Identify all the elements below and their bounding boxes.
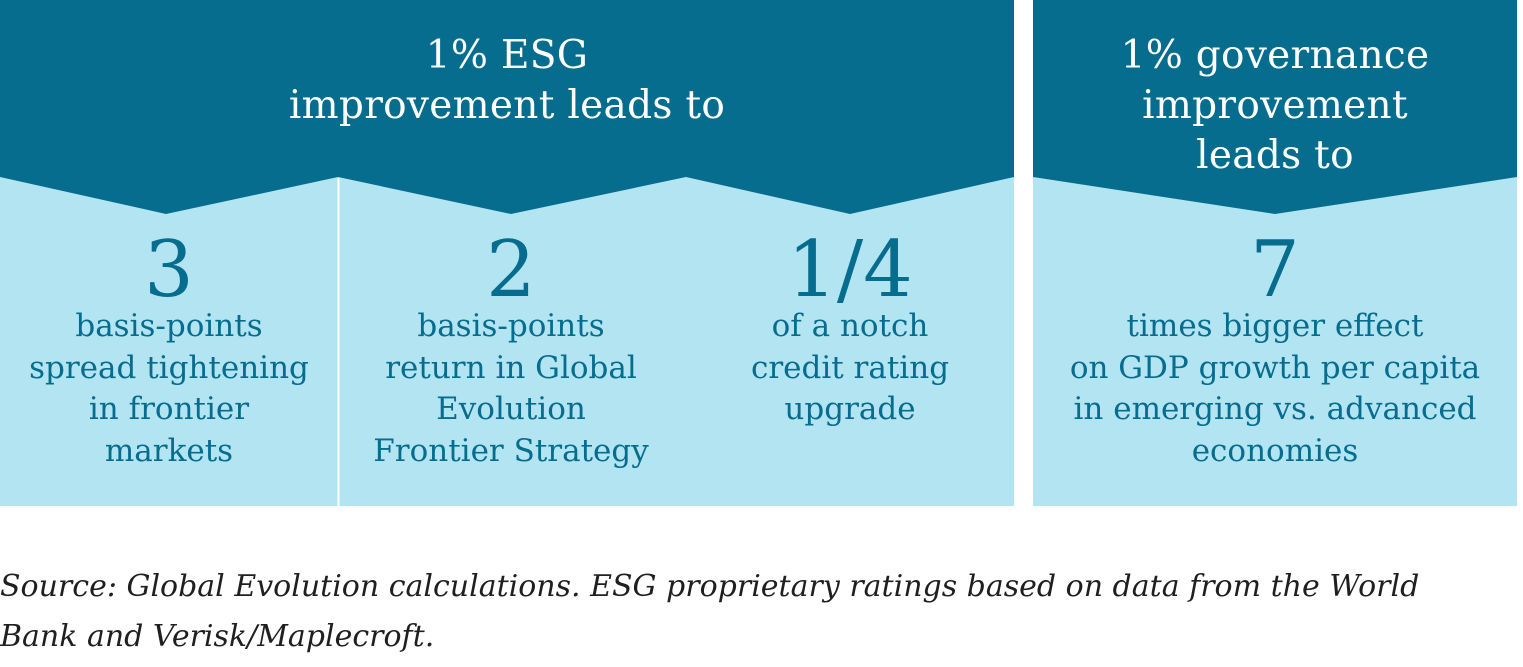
esg-item-3-desc-line: of a notch	[771, 308, 929, 344]
governance-desc-line: on GDP growth per capita	[1069, 349, 1481, 386]
esg-item-3-desc-line: credit rating	[750, 349, 950, 386]
esg-header-line-2: improvement leads to	[288, 83, 726, 128]
governance-desc-line: in emerging vs. advanced	[1073, 391, 1477, 427]
esg-item-2-desc-line: basis-points	[417, 308, 605, 344]
governance-value: 7	[1250, 225, 1300, 315]
esg-panel	[0, 170, 1014, 506]
esg-item-2-desc-line: Frontier Strategy	[373, 432, 649, 469]
source-note: Source: Global Evolution calculations. E…	[0, 562, 1523, 662]
esg-item-1-desc-line: markets	[104, 432, 234, 469]
esg-item-1-desc-line: spread tightening	[29, 349, 309, 386]
esg-item-3-desc-line: upgrade	[784, 391, 916, 427]
esg-item-2-value: 2	[486, 225, 536, 315]
esg-item-3-description: of a notch credit rating upgrade	[686, 306, 1014, 431]
esg-item-1-desc-line: in frontier	[88, 391, 250, 427]
esg-header-banner	[0, 0, 1014, 214]
governance-description: times bigger effect on GDP growth per ca…	[1033, 306, 1517, 472]
governance-header-line-1: 1% governance	[1120, 33, 1430, 78]
governance-header: 1% governance improvement leads to	[1033, 31, 1517, 181]
esg-item-1-description: basis-points spread tightening in fronti…	[0, 306, 338, 472]
source-note-line-2: Bank and Verisk/Maplecroft.	[0, 619, 435, 654]
source-note-line-1: Source: Global Evolution calculations. E…	[0, 569, 1420, 604]
governance-desc-line: times bigger effect	[1126, 308, 1424, 344]
esg-item-1-desc-line: basis-points	[75, 308, 263, 344]
esg-item-2-description: basis-points return in Global Evolution …	[340, 306, 682, 472]
governance-panel	[1033, 170, 1517, 506]
esg-header-line-1: 1% ESG	[425, 33, 589, 78]
governance-header-banner	[1033, 0, 1517, 214]
governance-header-line-2: improvement	[1142, 83, 1408, 128]
governance-desc-line: economies	[1191, 432, 1359, 469]
esg-item-1-value: 3	[144, 225, 194, 315]
esg-header: 1% ESG improvement leads to	[0, 31, 1014, 131]
esg-item-3-value: 1/4	[787, 225, 913, 315]
esg-item-2-desc-line: Evolution	[436, 391, 586, 427]
esg-item-2-desc-line: return in Global	[385, 349, 637, 386]
governance-header-line-3: leads to	[1196, 133, 1354, 178]
